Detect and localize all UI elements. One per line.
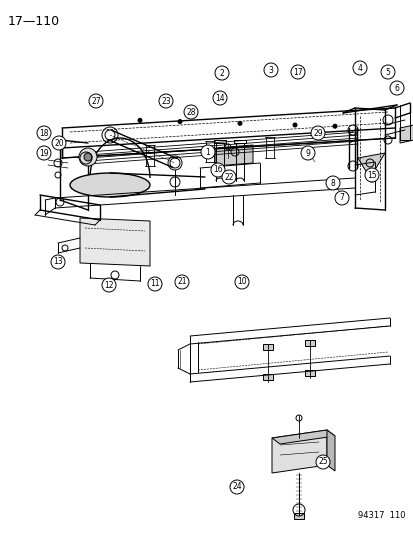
Circle shape: [51, 255, 65, 269]
Polygon shape: [271, 430, 334, 444]
Polygon shape: [357, 153, 384, 178]
Text: 29: 29: [312, 128, 322, 138]
Circle shape: [159, 94, 173, 108]
Polygon shape: [271, 430, 326, 473]
Circle shape: [221, 170, 235, 184]
Text: 24: 24: [232, 482, 241, 491]
Text: 21: 21: [177, 278, 186, 287]
Circle shape: [364, 168, 378, 182]
Text: 1: 1: [205, 148, 210, 157]
Polygon shape: [304, 370, 314, 376]
Text: 2: 2: [219, 69, 224, 77]
Text: 94317  110: 94317 110: [358, 511, 405, 520]
Circle shape: [37, 146, 51, 160]
Text: 7: 7: [339, 193, 344, 203]
Circle shape: [290, 65, 304, 79]
Polygon shape: [80, 218, 150, 266]
Text: 17: 17: [292, 68, 302, 77]
Text: 18: 18: [39, 128, 49, 138]
Text: 23: 23: [161, 96, 171, 106]
Text: 10: 10: [237, 278, 246, 287]
Text: 3: 3: [268, 66, 273, 75]
Text: 27: 27: [91, 96, 101, 106]
Polygon shape: [326, 430, 334, 471]
Circle shape: [310, 126, 324, 140]
Circle shape: [352, 61, 366, 75]
Circle shape: [89, 94, 103, 108]
Text: 11: 11: [150, 279, 159, 288]
Text: 19: 19: [39, 149, 49, 157]
Circle shape: [138, 118, 142, 123]
Circle shape: [214, 66, 228, 80]
Text: 17—110: 17—110: [8, 15, 60, 28]
Circle shape: [235, 275, 248, 289]
Text: 6: 6: [394, 84, 399, 93]
Text: 28: 28: [186, 108, 195, 117]
Polygon shape: [293, 513, 303, 519]
Circle shape: [300, 146, 314, 160]
Circle shape: [332, 124, 336, 128]
Circle shape: [178, 119, 182, 124]
Polygon shape: [262, 344, 272, 350]
Circle shape: [37, 126, 51, 140]
Text: 15: 15: [366, 171, 376, 180]
Circle shape: [325, 176, 339, 190]
Circle shape: [175, 275, 189, 289]
Circle shape: [147, 277, 161, 291]
Ellipse shape: [70, 173, 150, 197]
Circle shape: [380, 65, 394, 79]
Text: 16: 16: [213, 166, 222, 174]
Circle shape: [315, 455, 329, 469]
Text: 8: 8: [330, 179, 335, 188]
Polygon shape: [214, 145, 252, 166]
Text: 13: 13: [53, 257, 63, 266]
Circle shape: [79, 148, 97, 166]
Polygon shape: [304, 340, 314, 346]
Text: 5: 5: [385, 68, 389, 77]
Circle shape: [292, 123, 296, 127]
Circle shape: [84, 153, 92, 161]
Circle shape: [237, 122, 242, 125]
Text: 12: 12: [104, 280, 114, 289]
Polygon shape: [399, 125, 413, 143]
Text: 4: 4: [357, 63, 361, 72]
Circle shape: [211, 163, 224, 177]
Text: 14: 14: [215, 93, 224, 102]
Circle shape: [230, 480, 243, 494]
Circle shape: [102, 278, 116, 292]
Circle shape: [389, 81, 403, 95]
Circle shape: [201, 145, 214, 159]
Circle shape: [263, 63, 277, 77]
Circle shape: [183, 105, 197, 119]
Text: 20: 20: [54, 139, 64, 148]
Text: 25: 25: [318, 457, 327, 466]
Circle shape: [212, 91, 226, 105]
Text: 22: 22: [224, 173, 233, 182]
Circle shape: [334, 191, 348, 205]
Polygon shape: [262, 374, 272, 380]
Text: 9: 9: [305, 149, 310, 157]
Circle shape: [52, 136, 66, 150]
